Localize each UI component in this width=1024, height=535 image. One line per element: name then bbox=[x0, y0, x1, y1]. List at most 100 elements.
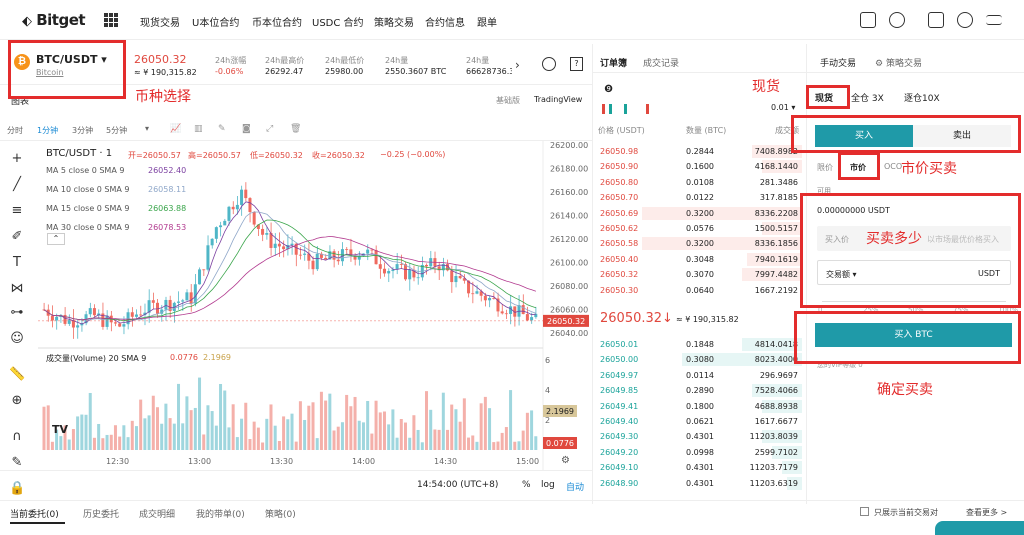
orderbook-row[interactable]: 26049.40 0.0621 1617.6677 bbox=[596, 414, 802, 429]
edit-icon[interactable]: ✎ bbox=[218, 124, 226, 134]
tab-strategy-orders[interactable]: 策略(0) bbox=[265, 510, 296, 520]
view-bids-icon[interactable] bbox=[624, 104, 634, 114]
pattern-icon[interactable]: ⋈ bbox=[10, 281, 24, 296]
orderbook-row[interactable]: 26050.40 0.3048 7940.1619 bbox=[596, 252, 802, 267]
market-spot[interactable]: 现货 bbox=[815, 94, 834, 104]
buy-price-field[interactable]: 买入价 以市场最优价格买入 bbox=[817, 226, 1011, 251]
percent-toggle[interactable]: % bbox=[522, 480, 531, 490]
nav-usdc-futures[interactable]: USDC 合约 bbox=[312, 18, 364, 29]
view-asks-icon[interactable] bbox=[646, 104, 656, 114]
support-chat-button[interactable] bbox=[935, 521, 1024, 535]
mode-tradingview[interactable]: TradingView bbox=[534, 95, 583, 104]
tab-order-history[interactable]: 历史委托 bbox=[83, 510, 120, 520]
camera-icon[interactable]: ◙ bbox=[242, 124, 251, 134]
percent-mark[interactable]: 25% bbox=[863, 306, 879, 314]
market-cross[interactable]: 全仓 3X bbox=[851, 94, 884, 104]
view-both-icon[interactable] bbox=[602, 104, 612, 114]
bitget-logo[interactable]: ⬖ Bitget bbox=[22, 11, 86, 29]
ruler-icon[interactable]: 📏 bbox=[9, 367, 26, 382]
line-tool-icon[interactable]: ╱ bbox=[13, 177, 21, 192]
tab-manual-trade[interactable]: 手动交易 bbox=[820, 59, 857, 69]
settings-gear-icon[interactable]: ⚙ bbox=[561, 455, 570, 466]
coin-name[interactable]: Bitcoin bbox=[36, 68, 64, 77]
tab-open-orders[interactable]: 当前委托(0) bbox=[10, 510, 59, 520]
orderbook-row[interactable]: 26050.98 0.2844 7408.8982 bbox=[596, 144, 802, 159]
percent-mark[interactable]: 75% bbox=[953, 306, 969, 314]
zoom-icon[interactable]: ⊕ bbox=[11, 393, 23, 408]
text-tool-icon[interactable]: T bbox=[13, 255, 21, 270]
tab-trades[interactable]: 成交记录 bbox=[643, 59, 680, 69]
download-icon[interactable] bbox=[928, 12, 944, 28]
tab-strategy-trade[interactable]: ⚙ 策略交易 bbox=[875, 59, 922, 69]
lock-icon[interactable]: 🔒 bbox=[9, 481, 26, 496]
orderbook-row[interactable]: 26049.97 0.0114 296.9697 bbox=[596, 368, 802, 383]
user-icon[interactable] bbox=[889, 12, 905, 28]
collapse-legend-button[interactable]: ⌃ bbox=[47, 233, 65, 245]
percent-mark[interactable]: 0 bbox=[818, 306, 823, 314]
fib-tool-icon[interactable]: ≡ bbox=[11, 203, 23, 218]
chart-tab[interactable]: 图表 bbox=[11, 97, 30, 107]
globe-icon[interactable] bbox=[957, 12, 973, 28]
refresh-icon[interactable]: ❾ bbox=[604, 84, 613, 95]
orderbook-row[interactable]: 26050.90 0.1600 4168.1440 bbox=[596, 159, 802, 174]
auto-toggle[interactable]: 自动 bbox=[566, 483, 585, 493]
orderbook-row[interactable]: 26049.20 0.0998 2599.7102 bbox=[596, 445, 802, 460]
view-more-link[interactable]: 查看更多 > bbox=[966, 508, 1008, 517]
nav-coin-futures[interactable]: 币本位合约 bbox=[252, 18, 302, 29]
emoji-icon[interactable]: ☺ bbox=[10, 331, 24, 346]
nav-strategy[interactable]: 策略交易 bbox=[374, 18, 414, 29]
sell-tab-button[interactable]: 卖出 bbox=[913, 125, 1011, 147]
order-type-oco[interactable]: OCO bbox=[884, 162, 903, 171]
orderbook-row[interactable]: 26050.80 0.0108 281.3486 bbox=[596, 175, 802, 190]
order-type-limit[interactable]: 限价 bbox=[817, 163, 833, 172]
nav-copy-trading[interactable]: 跟单 bbox=[477, 18, 497, 29]
brush-icon[interactable]: ✐ bbox=[11, 229, 23, 244]
orderbook-row[interactable]: 26050.30 0.0640 1667.2192 bbox=[596, 283, 802, 298]
crosshair-icon[interactable]: + bbox=[11, 151, 23, 166]
nav-spot[interactable]: 现货交易 bbox=[140, 18, 180, 29]
orderbook-row[interactable]: 26049.10 0.4301 11203.7179 bbox=[596, 460, 802, 475]
settings-icon[interactable] bbox=[986, 15, 1002, 25]
measure-tool-icon[interactable]: ⊶ bbox=[10, 305, 24, 320]
percent-mark[interactable]: 50% bbox=[908, 306, 924, 314]
nav-contract-info[interactable]: 合约信息 bbox=[425, 18, 465, 29]
percent-mark[interactable]: 100% bbox=[998, 306, 1019, 314]
trash-icon[interactable]: 🗑 bbox=[290, 124, 302, 134]
order-type-market[interactable]: 市价 bbox=[850, 163, 866, 172]
pair-selector[interactable]: BTC/USDT ▾ bbox=[36, 53, 107, 66]
chart-type-icon[interactable]: 📈 bbox=[170, 124, 182, 134]
orderbook-row[interactable]: 26050.32 0.3070 7997.4482 bbox=[596, 267, 802, 282]
orderbook-row[interactable]: 26050.62 0.0576 1500.5157 bbox=[596, 221, 802, 236]
magnet-icon[interactable]: ∩ bbox=[12, 429, 22, 444]
tab-my-copy[interactable]: 我的带单(0) bbox=[196, 510, 245, 520]
orderbook-row[interactable]: 26050.69 0.3200 8336.2208 bbox=[596, 206, 802, 221]
only-current-pair-checkbox[interactable] bbox=[860, 507, 869, 516]
tab-orderbook[interactable]: 订单簿 bbox=[600, 59, 628, 69]
chevron-down-icon[interactable]: ▾ bbox=[145, 124, 150, 133]
log-toggle[interactable]: log bbox=[541, 480, 555, 490]
interval-1m[interactable]: 1分钟 bbox=[37, 126, 59, 135]
wallet-icon[interactable] bbox=[860, 12, 876, 28]
orderbook-row[interactable]: 26050.58 0.3200 8336.1856 bbox=[596, 236, 802, 251]
amount-type-select[interactable]: 交易额 ▾ bbox=[826, 270, 857, 279]
help-icon[interactable]: ? bbox=[570, 57, 583, 71]
interval-5m[interactable]: 5分钟 bbox=[106, 126, 128, 135]
alarm-icon[interactable] bbox=[542, 57, 556, 71]
precision-select[interactable]: 0.01 ▾ bbox=[771, 103, 796, 112]
price-chart[interactable]: 26200.00 26180.00 26160.00 26140.00 26120.00… bbox=[38, 140, 592, 470]
mode-basic[interactable]: 基础版 bbox=[496, 96, 520, 105]
amount-field[interactable]: 交易额 ▾ USDT bbox=[817, 260, 1011, 285]
apps-grid-icon[interactable] bbox=[104, 13, 118, 27]
orderbook-row[interactable]: 26050.01 0.1848 4814.0418 bbox=[596, 337, 802, 352]
submit-buy-button[interactable]: 买入 BTC bbox=[815, 323, 1012, 347]
fullscreen-icon[interactable]: ⤢ bbox=[266, 124, 274, 134]
market-isolated[interactable]: 逐仓10X bbox=[904, 94, 940, 104]
orderbook-row[interactable]: 26049.30 0.4301 11203.8039 bbox=[596, 429, 802, 444]
interval-3m[interactable]: 3分钟 bbox=[72, 126, 94, 135]
orderbook-row[interactable]: 26049.41 0.1800 4688.8938 bbox=[596, 399, 802, 414]
lock-drawing-icon[interactable]: ✎ bbox=[11, 455, 23, 470]
chevron-right-icon[interactable]: › bbox=[515, 58, 520, 72]
interval-tick[interactable]: 分时 bbox=[7, 126, 23, 135]
orderbook-row[interactable]: 26050.70 0.0122 317.8185 bbox=[596, 190, 802, 205]
percent-slider[interactable] bbox=[822, 301, 1006, 302]
